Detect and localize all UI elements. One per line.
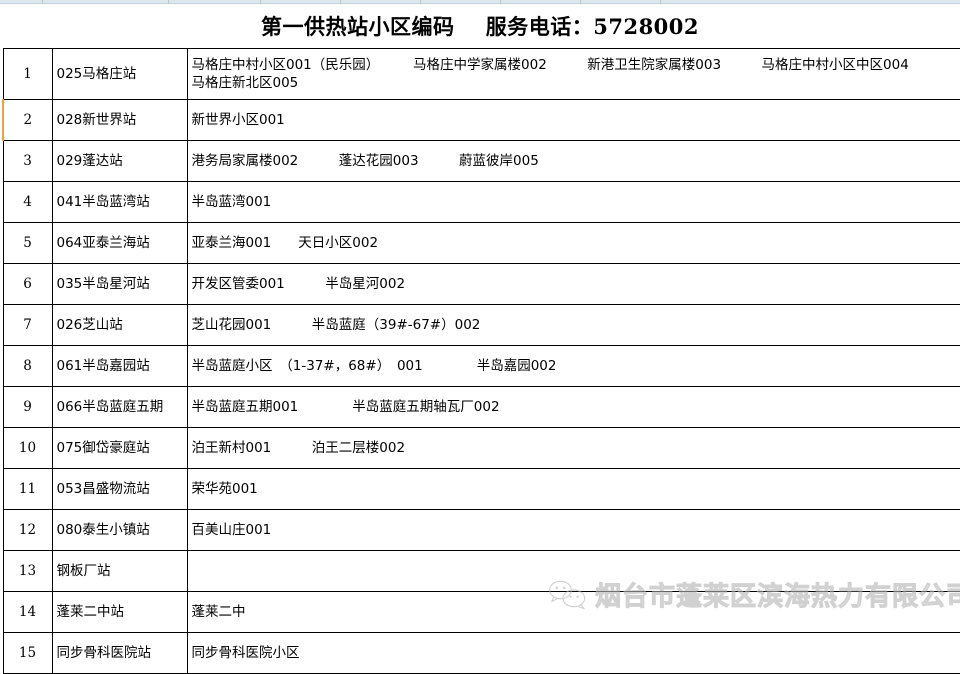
area-codes-cell: 同步骨科医院小区 [186,632,960,674]
station-name-cell: 080泰生小镇站 [51,509,188,551]
row-number-cell: 13 [2,550,53,592]
area-codes-cell: 芝山花园001 半岛蓝庭（39#-67#）002 [186,304,960,346]
column-gridline [580,0,581,4]
column-gridline [660,0,661,4]
column-gridline [42,0,43,4]
table-row[interactable]: 11 053昌盛物流站 荣华苑001 [2,468,960,510]
table-row[interactable]: 9 066半岛蓝庭五期 半岛蓝庭五期001 半岛蓝庭五期轴瓦厂002 [2,386,960,428]
column-gridline [500,0,501,4]
table-body: 1 025马格庄站 马格庄中村小区001（民乐园） 马格庄中学家属楼002 新港… [2,48,960,674]
column-gridline [260,0,261,4]
station-name-cell: 029蓬达站 [51,140,188,182]
area-codes-cell [186,550,960,592]
area-codes-cell: 亚泰兰海001 天日小区002 [186,222,960,264]
table-row[interactable]: 13 钢板厂站 [2,550,960,592]
area-codes-cell: 开发区管委001 半岛星河002 [186,263,960,305]
area-codes-cell: 新世界小区001 [186,99,960,141]
table-row[interactable]: 1 025马格庄站 马格庄中村小区001（民乐园） 马格庄中学家属楼002 新港… [2,48,960,100]
table-row[interactable]: 5 064亚泰兰海站 亚泰兰海001 天日小区002 [2,222,960,264]
station-name-cell: 075御岱豪庭站 [51,427,188,469]
row-number-cell: 15 [2,632,53,674]
area-codes-cell: 半岛蓝庭五期001 半岛蓝庭五期轴瓦厂002 [186,386,960,428]
station-name-cell: 053昌盛物流站 [51,468,188,510]
station-name-cell: 064亚泰兰海站 [51,222,188,264]
table-row[interactable]: 4 041半岛蓝湾站 半岛蓝湾001 [2,181,960,223]
row-number-cell: 10 [2,427,53,469]
page-title: 第一供热站小区编码 服务电话：5728002 [260,14,700,39]
station-name-cell: 028新世界站 [51,99,188,141]
table-row[interactable]: 3 029蓬达站 港务局家属楼002 蓬达花园003 蔚蓝彼岸005 [2,140,960,182]
row-number-cell: 12 [2,509,53,551]
table-row[interactable]: 6 035半岛星河站 开发区管委001 半岛星河002 [2,263,960,305]
station-name-cell: 035半岛星河站 [51,263,188,305]
worksheet: 第一供热站小区编码 服务电话：5728002 1 025马格庄站 马格庄中村小区… [0,4,960,674]
area-codes-cell: 港务局家属楼002 蓬达花园003 蔚蓝彼岸005 [186,140,960,182]
station-name-cell: 同步骨科医院站 [51,632,188,674]
row-number-cell: 14 [2,591,53,633]
column-gridline [168,0,169,4]
row-number-cell: 9 [2,386,53,428]
table-row[interactable]: 15 同步骨科医院站 同步骨科医院小区 [2,632,960,674]
column-gridline [340,0,341,4]
sheet-title-row: 第一供热站小区编码 服务电话：5728002 [0,4,960,48]
station-name-cell: 066半岛蓝庭五期 [51,386,188,428]
table-row[interactable]: 7 026芝山站 芝山花园001 半岛蓝庭（39#-67#）002 [2,304,960,346]
column-gridline [420,0,421,4]
row-number-cell: 8 [2,345,53,387]
community-code-table: 1 025马格庄站 马格庄中村小区001（民乐园） 马格庄中学家属楼002 新港… [2,48,960,674]
area-codes-cell: 泊王新村001 泊王二层楼002 [186,427,960,469]
station-name-cell: 蓬莱二中站 [51,591,188,633]
area-codes-cell: 半岛蓝湾001 [186,181,960,223]
row-number-cell: 4 [2,181,53,223]
station-name-cell: 026芝山站 [51,304,188,346]
table-row[interactable]: 14 蓬莱二中站 蓬莱二中 [2,591,960,633]
spreadsheet-column-header-band [0,0,960,4]
row-number-cell: 3 [2,140,53,182]
row-number-cell: 5 [2,222,53,264]
row-number-cell: 1 [2,48,53,100]
area-codes-cell: 荣华苑001 [186,468,960,510]
area-codes-cell: 马格庄中村小区001（民乐园） 马格庄中学家属楼002 新港卫生院家属楼003 … [186,48,960,100]
station-name-cell: 025马格庄站 [51,48,188,100]
row-number-cell: 11 [2,468,53,510]
station-name-cell: 061半岛嘉园站 [51,345,188,387]
row-number-cell: 6 [2,263,53,305]
row-number-cell: 2 [2,99,53,141]
table-row[interactable]: 10 075御岱豪庭站 泊王新村001 泊王二层楼002 [2,427,960,469]
area-codes-cell: 蓬莱二中 [186,591,960,633]
table-row[interactable]: 2 028新世界站 新世界小区001 [2,99,960,141]
station-name-cell: 钢板厂站 [51,550,188,592]
area-codes-cell: 百美山庄001 [186,509,960,551]
station-name-cell: 041半岛蓝湾站 [51,181,188,223]
table-row[interactable]: 12 080泰生小镇站 百美山庄001 [2,509,960,551]
area-codes-cell: 半岛蓝庭小区 （1-37#，68#） 001 半岛嘉园002 [186,345,960,387]
table-row[interactable]: 8 061半岛嘉园站 半岛蓝庭小区 （1-37#，68#） 001 半岛嘉园00… [2,345,960,387]
row-number-cell: 7 [2,304,53,346]
